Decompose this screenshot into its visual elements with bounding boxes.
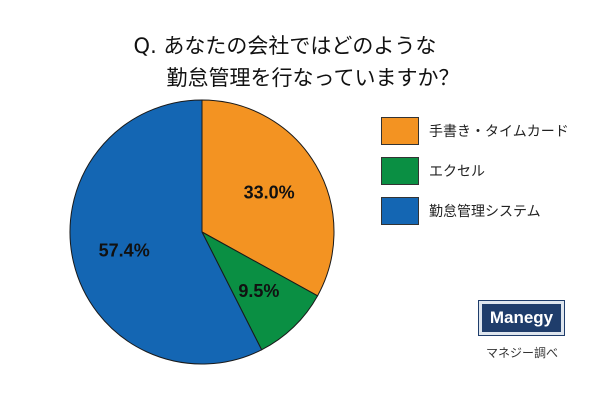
chart-legend: 手書き・タイムカード エクセル 勤怠管理システム (381, 116, 569, 236)
pie-data-label-handwritten: 33.0% (244, 182, 295, 202)
pie-slice-handwritten (201, 99, 335, 297)
legend-item-excel: エクセル (381, 156, 569, 185)
pie-data-label-system: 57.4% (99, 241, 150, 261)
chart-title-line-2: 勤怠管理を行なっていますか？ (166, 66, 460, 90)
pie-slice-system (69, 99, 263, 365)
legend-label-excel: エクセル (429, 163, 485, 180)
pie-data-label-excel: 9.5% (238, 281, 279, 301)
legend-swatch-handwritten (381, 116, 419, 145)
legend-item-handwritten: 手書き・タイムカード (381, 116, 569, 145)
legend-label-system: 勤怠管理システム (429, 203, 541, 220)
pie-slice-excel (200, 230, 319, 351)
chart-title: Q. あなたの会社ではどのような 勤怠管理を行なっていますか？ (0, 30, 600, 94)
source-note: マネジー調べ (485, 346, 558, 360)
legend-label-handwritten: 手書き・タイムカード (429, 123, 569, 140)
legend-swatch-excel (381, 156, 419, 185)
chart-title-line-1: Q. あなたの会社ではどのような (133, 34, 437, 58)
legend-swatch-system (381, 196, 419, 225)
legend-item-system: 勤怠管理システム (381, 196, 569, 225)
manegy-logo: Manegy (478, 300, 565, 336)
